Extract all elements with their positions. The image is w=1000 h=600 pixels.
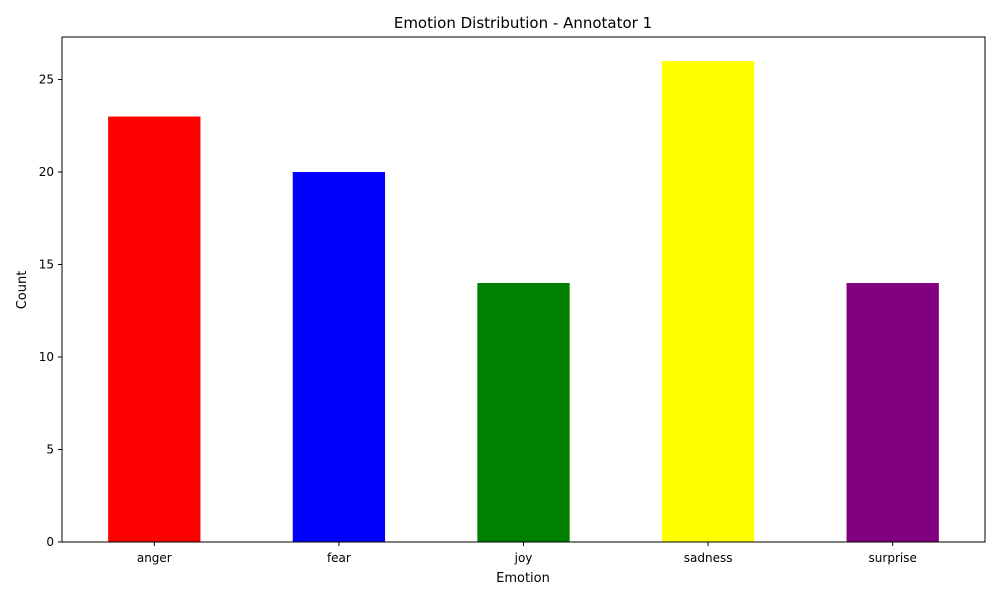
- plot-frame: [61, 36, 986, 543]
- x-tick-label: fear: [327, 551, 351, 565]
- y-tick-label: 15: [39, 258, 54, 272]
- bar-surprise: [846, 283, 939, 542]
- y-tick-label: 10: [39, 350, 54, 364]
- y-tick-label: 25: [39, 73, 54, 87]
- y-axis-ticks: 0 5 10 15 20 25: [39, 73, 62, 549]
- bars-group: [108, 61, 939, 543]
- y-tick-label: 20: [39, 165, 54, 179]
- chart-title: Emotion Distribution - Annotator 1: [394, 14, 652, 32]
- x-tick-label: anger: [137, 551, 172, 565]
- x-tick-label: joy: [514, 551, 533, 565]
- bar-anger: [108, 116, 201, 543]
- y-axis-label: Count: [15, 271, 30, 310]
- y-tick-label: 0: [46, 535, 54, 549]
- x-axis-label: Emotion: [496, 571, 550, 586]
- y-tick-label: 5: [46, 443, 54, 457]
- x-axis-ticks: anger fear joy sadness surprise: [137, 542, 917, 565]
- bar-sadness: [661, 61, 755, 543]
- bar-joy: [477, 283, 570, 542]
- x-tick-label: surprise: [869, 551, 917, 565]
- bar-fear: [292, 172, 386, 543]
- x-tick-label: sadness: [684, 551, 733, 565]
